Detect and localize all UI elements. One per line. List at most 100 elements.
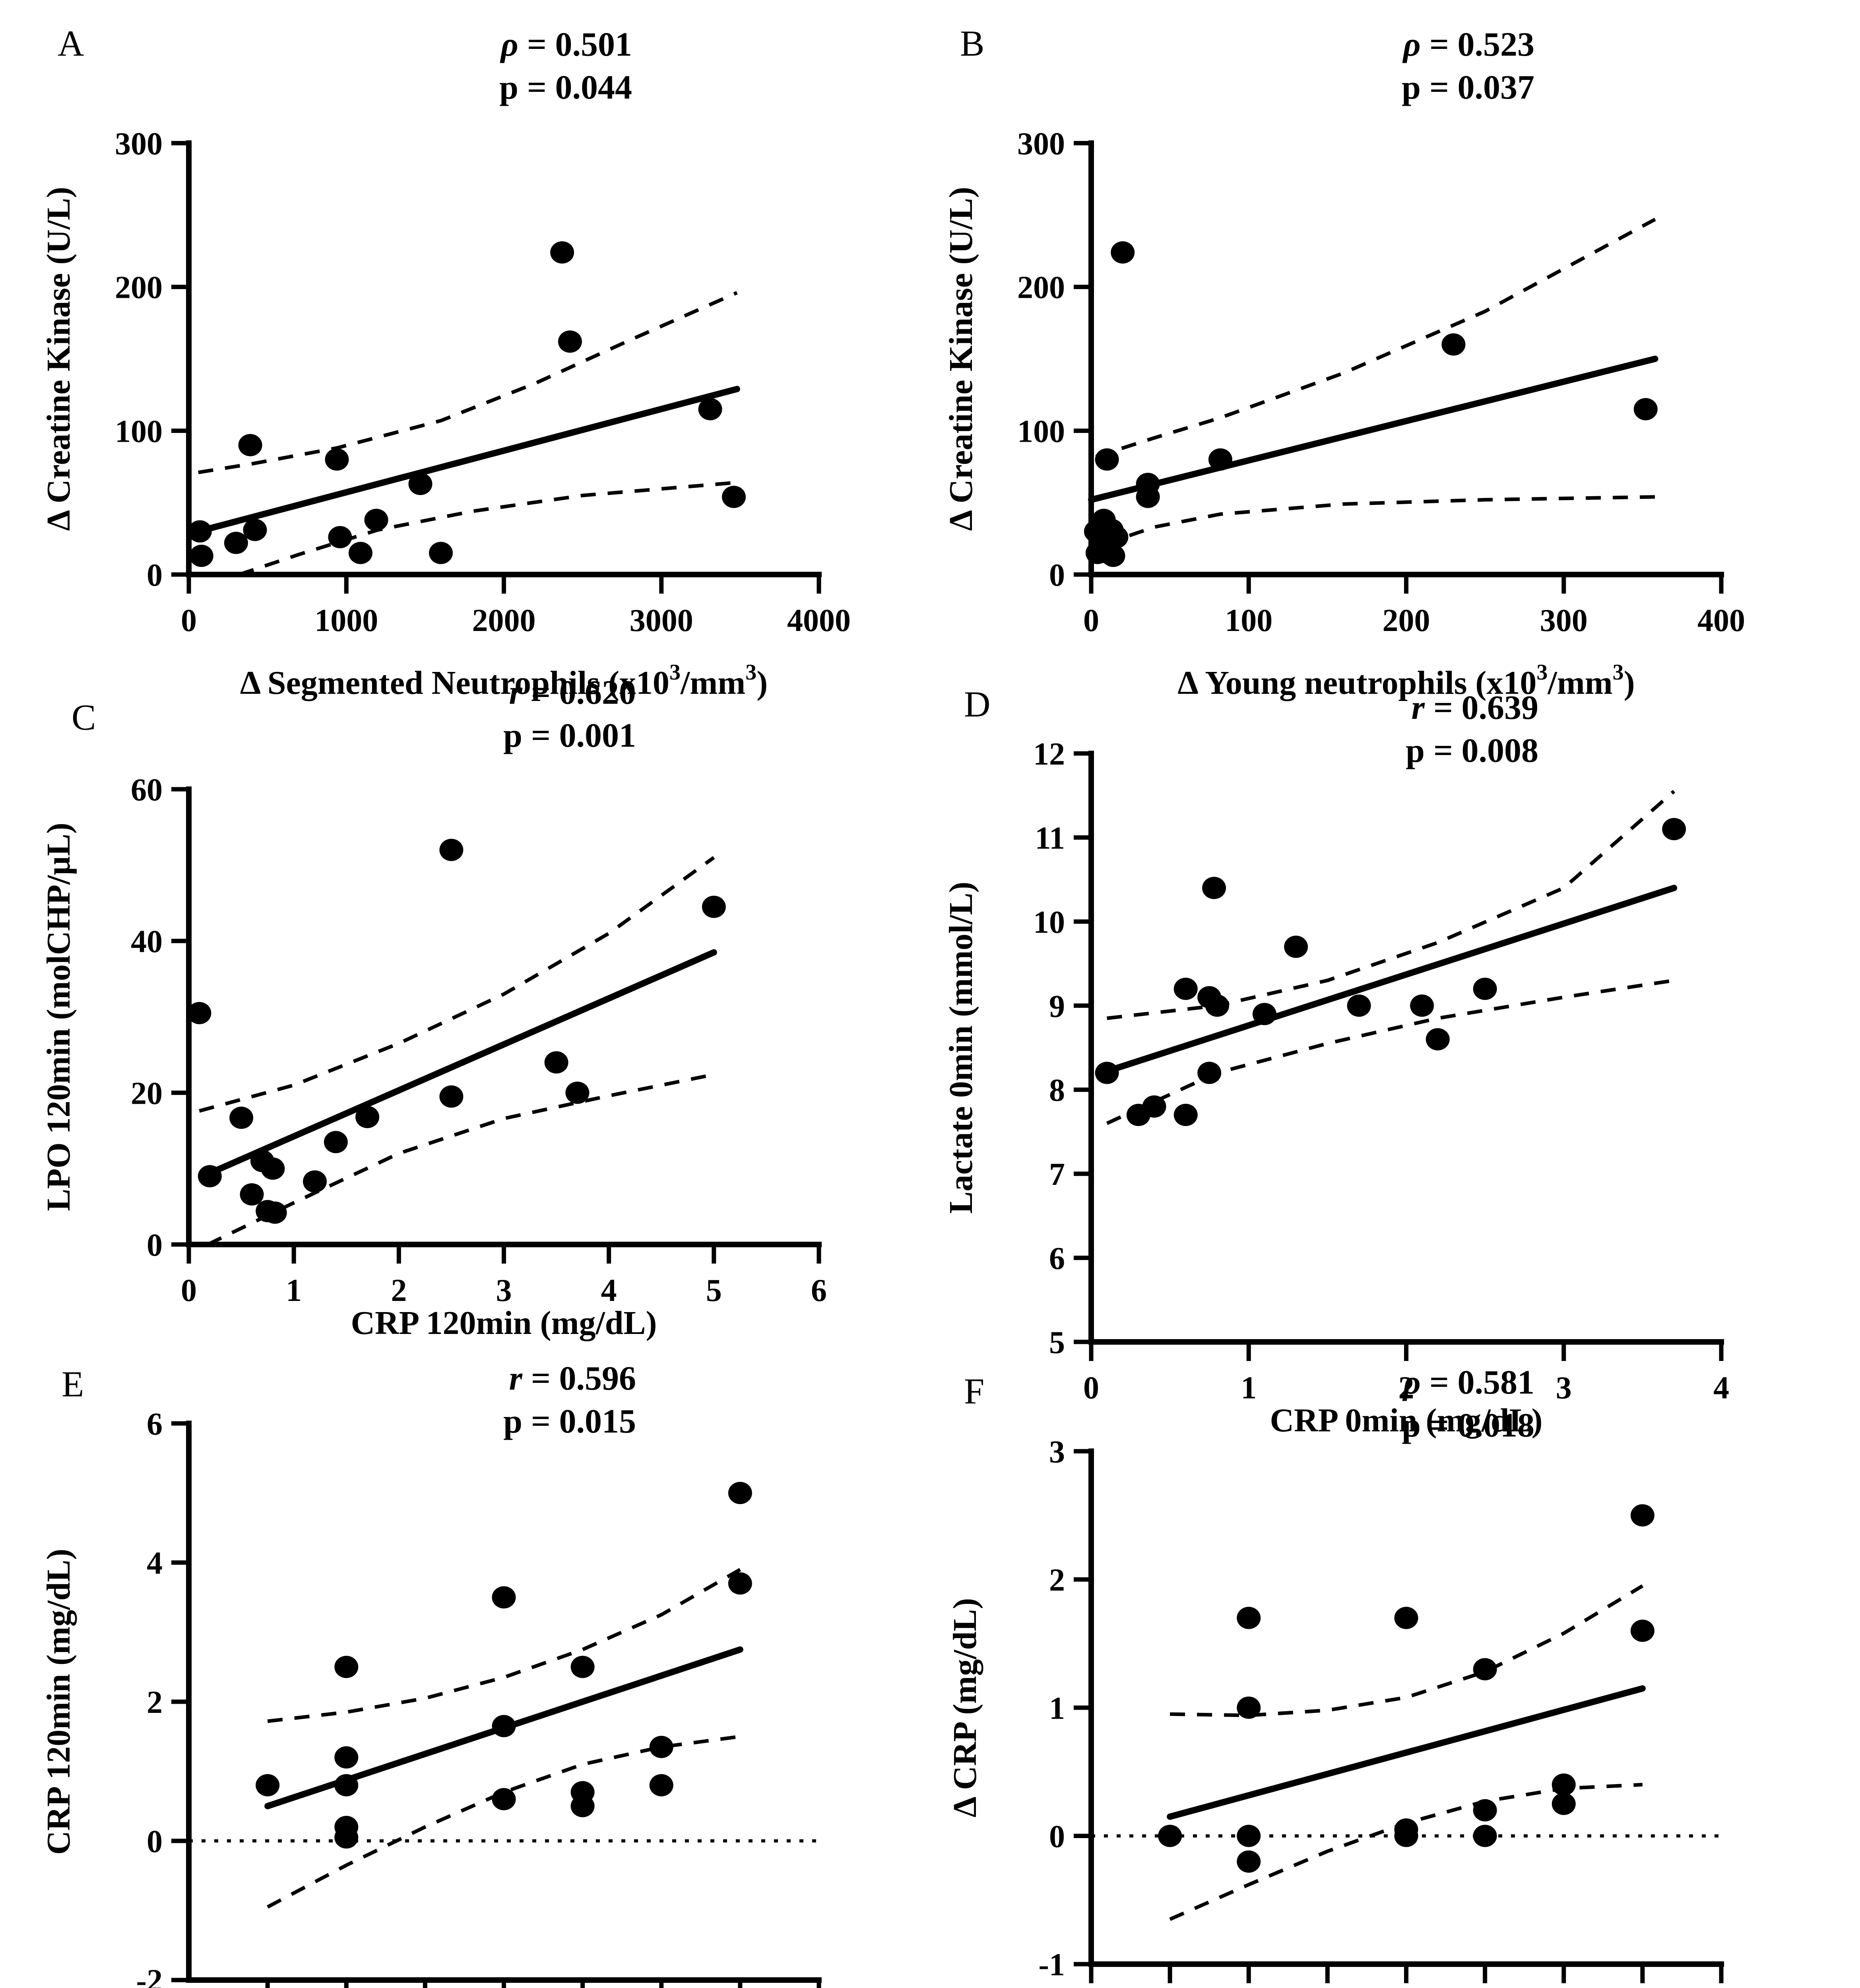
correlation-coefficient-label: r = 0.620 bbox=[509, 673, 636, 711]
data-point bbox=[334, 1746, 359, 1769]
data-point bbox=[1101, 544, 1125, 567]
data-point bbox=[238, 434, 262, 456]
data-point bbox=[1095, 448, 1119, 471]
axis-lines bbox=[186, 786, 822, 1247]
data-point bbox=[1473, 1799, 1497, 1821]
data-point bbox=[728, 1572, 752, 1595]
y-tick-label: 0 bbox=[1049, 1819, 1065, 1854]
data-point bbox=[1208, 448, 1232, 471]
x-tick-label: 0 bbox=[181, 1273, 197, 1308]
confidence-band-lower bbox=[267, 1735, 741, 1909]
data-point bbox=[1158, 1825, 1182, 1847]
data-point bbox=[439, 1085, 464, 1108]
data-point bbox=[439, 839, 464, 861]
data-point bbox=[698, 398, 722, 421]
y-tick-label: 10 bbox=[1033, 905, 1065, 940]
panel-letter: E bbox=[62, 1364, 84, 1404]
data-point bbox=[240, 1183, 264, 1206]
data-point bbox=[570, 1795, 595, 1817]
data-point bbox=[1630, 1504, 1654, 1527]
data-point bbox=[1197, 1062, 1222, 1084]
data-point bbox=[303, 1170, 327, 1193]
data-point bbox=[728, 1482, 752, 1504]
y-tick-label: 300 bbox=[1017, 126, 1065, 161]
data-point bbox=[1173, 978, 1198, 1000]
data-point bbox=[1473, 1825, 1497, 1847]
confidence-band-lower bbox=[1106, 978, 1674, 1125]
regression-line bbox=[1167, 1685, 1646, 1820]
data-point bbox=[256, 1774, 280, 1796]
data-point bbox=[1252, 1003, 1276, 1025]
data-point bbox=[570, 1656, 595, 1678]
correlation-coefficient-label: r = 0.639 bbox=[1412, 688, 1538, 726]
x-axis-title: Δ Segmented Neutrophils (x103/mm3) bbox=[240, 660, 768, 701]
data-point bbox=[649, 1774, 673, 1796]
x-tick-label: 1000 bbox=[314, 603, 378, 638]
data-point bbox=[198, 1165, 222, 1188]
p-value-label: p = 0.008 bbox=[1406, 731, 1538, 769]
data-point bbox=[408, 473, 433, 495]
x-tick-label: 6 bbox=[811, 1273, 827, 1308]
x-tick-label: 0 bbox=[1083, 1371, 1099, 1406]
data-point bbox=[558, 330, 582, 353]
data-point bbox=[324, 1131, 348, 1153]
y-tick-label: 1 bbox=[1049, 1691, 1065, 1726]
data-point bbox=[364, 509, 388, 531]
y-tick-label: 20 bbox=[131, 1076, 163, 1111]
y-tick-label: 2 bbox=[147, 1685, 163, 1720]
p-value-label: p = 0.037 bbox=[1402, 68, 1534, 106]
x-tick-label: 3 bbox=[1556, 1371, 1572, 1406]
x-tick-label: 300 bbox=[1540, 603, 1588, 638]
y-tick-label: -1 bbox=[1038, 1947, 1065, 1982]
p-value-label: p = 0.015 bbox=[503, 1402, 636, 1440]
data-point bbox=[1473, 1658, 1497, 1681]
data-point bbox=[1552, 1792, 1576, 1815]
panel-letter: A bbox=[58, 23, 84, 64]
y-tick-label: 12 bbox=[1033, 737, 1065, 772]
data-point bbox=[1662, 818, 1686, 841]
p-value-label: p = 0.001 bbox=[503, 716, 636, 754]
x-axis-title: CRP 0min (mg/dL) bbox=[1270, 1402, 1542, 1439]
data-point bbox=[1237, 1825, 1261, 1847]
x-tick-label: 100 bbox=[1225, 603, 1272, 638]
y-tick-label: 60 bbox=[131, 773, 163, 808]
data-point bbox=[355, 1106, 380, 1128]
y-tick-label: 0 bbox=[147, 1228, 163, 1263]
data-point bbox=[1111, 241, 1135, 264]
data-point bbox=[1205, 994, 1229, 1017]
y-tick-label: 200 bbox=[115, 270, 163, 305]
data-point bbox=[334, 1774, 359, 1796]
axis-lines bbox=[186, 1421, 822, 1983]
y-tick-label: 0 bbox=[147, 558, 163, 593]
y-axis-title: Δ CRP (mg/dL) bbox=[946, 1598, 983, 1817]
data-point bbox=[188, 520, 212, 543]
y-tick-label: 0 bbox=[147, 1824, 163, 1859]
data-point bbox=[1441, 333, 1466, 356]
data-point bbox=[492, 1586, 516, 1609]
data-point bbox=[429, 542, 453, 564]
x-tick-label: 4 bbox=[601, 1273, 617, 1308]
y-tick-label: 6 bbox=[147, 1407, 163, 1442]
data-point bbox=[1394, 1825, 1418, 1847]
y-tick-label: 100 bbox=[115, 414, 163, 449]
panel-letter: B bbox=[960, 23, 984, 64]
y-axis-title: LPO 120min (molCHP/µL) bbox=[40, 823, 77, 1211]
data-point bbox=[1237, 1850, 1261, 1873]
y-tick-label: 7 bbox=[1049, 1157, 1065, 1192]
axis-lines bbox=[1088, 140, 1724, 577]
data-point bbox=[325, 448, 349, 471]
correlation-coefficient-label: ρ = 0.581 bbox=[1402, 1363, 1534, 1401]
y-tick-label: 5 bbox=[1049, 1325, 1065, 1360]
regression-line bbox=[195, 386, 740, 535]
confidence-band-upper bbox=[267, 1568, 741, 1723]
regression-line bbox=[201, 949, 717, 1179]
y-tick-label: 0 bbox=[1049, 558, 1065, 593]
data-point bbox=[702, 895, 726, 918]
data-point bbox=[1552, 1773, 1576, 1796]
data-point bbox=[492, 1715, 516, 1738]
data-point bbox=[1347, 994, 1371, 1017]
